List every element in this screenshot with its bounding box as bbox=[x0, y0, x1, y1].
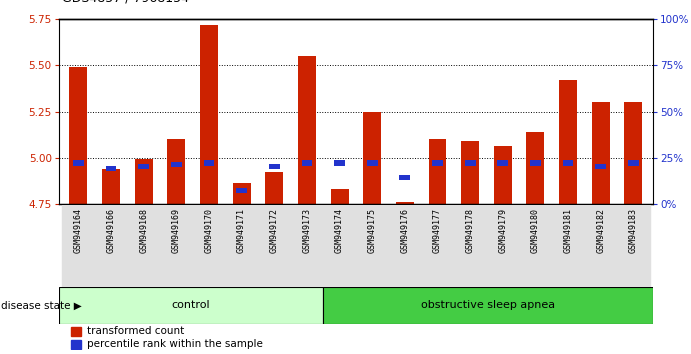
Bar bbox=[301, 160, 312, 166]
Bar bbox=[70, 340, 82, 349]
Text: control: control bbox=[171, 300, 210, 310]
Text: GSM949164: GSM949164 bbox=[74, 208, 83, 253]
Bar bbox=[530, 160, 541, 166]
Bar bbox=[95, 205, 127, 287]
Bar bbox=[367, 160, 377, 166]
Bar bbox=[69, 67, 87, 204]
Bar bbox=[138, 164, 149, 169]
Text: transformed count: transformed count bbox=[87, 326, 184, 336]
Text: GDS4857 / 7968154: GDS4857 / 7968154 bbox=[62, 0, 189, 5]
Bar bbox=[236, 188, 247, 193]
Bar bbox=[160, 205, 193, 287]
Bar bbox=[204, 160, 214, 166]
Bar bbox=[225, 205, 258, 287]
Bar bbox=[70, 326, 82, 336]
Bar bbox=[486, 205, 519, 287]
Text: GSM949166: GSM949166 bbox=[106, 208, 115, 253]
Text: GSM949178: GSM949178 bbox=[466, 208, 475, 253]
Text: obstructive sleep apnea: obstructive sleep apnea bbox=[421, 300, 555, 310]
Bar bbox=[628, 160, 638, 166]
Bar bbox=[585, 205, 617, 287]
Bar bbox=[552, 205, 585, 287]
Bar bbox=[432, 160, 443, 166]
Bar bbox=[559, 80, 577, 204]
Bar bbox=[617, 205, 650, 287]
Bar bbox=[106, 166, 116, 171]
Bar bbox=[59, 287, 323, 324]
Bar bbox=[388, 205, 422, 287]
Bar bbox=[498, 160, 508, 166]
Bar bbox=[591, 102, 609, 204]
Text: GSM949179: GSM949179 bbox=[498, 208, 507, 253]
Bar bbox=[461, 141, 479, 204]
Bar bbox=[356, 205, 388, 287]
Text: GSM949173: GSM949173 bbox=[303, 208, 312, 253]
Bar bbox=[73, 160, 84, 166]
Bar bbox=[330, 189, 348, 204]
Text: percentile rank within the sample: percentile rank within the sample bbox=[87, 339, 263, 349]
Bar bbox=[269, 164, 280, 169]
Text: GSM949177: GSM949177 bbox=[433, 208, 442, 253]
Bar bbox=[625, 102, 643, 204]
Bar bbox=[465, 160, 475, 166]
Bar bbox=[258, 205, 290, 287]
Text: GSM949168: GSM949168 bbox=[139, 208, 148, 253]
Bar bbox=[265, 172, 283, 204]
Text: GSM949174: GSM949174 bbox=[335, 208, 344, 253]
Text: GSM949171: GSM949171 bbox=[237, 208, 246, 253]
Text: GSM949180: GSM949180 bbox=[531, 208, 540, 253]
Bar bbox=[102, 169, 120, 204]
Bar bbox=[562, 160, 574, 166]
Bar bbox=[422, 205, 454, 287]
Bar bbox=[200, 25, 218, 204]
Bar bbox=[494, 147, 512, 204]
Bar bbox=[334, 160, 345, 166]
Bar bbox=[596, 164, 606, 169]
Bar bbox=[396, 202, 414, 204]
Bar bbox=[135, 159, 153, 204]
Bar bbox=[233, 183, 251, 204]
Bar bbox=[454, 205, 486, 287]
Bar bbox=[323, 287, 653, 324]
Bar bbox=[290, 205, 323, 287]
Bar bbox=[323, 205, 356, 287]
Bar bbox=[167, 139, 185, 204]
Bar bbox=[399, 175, 410, 180]
Bar bbox=[363, 112, 381, 204]
Text: GSM949170: GSM949170 bbox=[205, 208, 214, 253]
Text: GSM949169: GSM949169 bbox=[172, 208, 181, 253]
Text: GSM949183: GSM949183 bbox=[629, 208, 638, 253]
Text: GSM949175: GSM949175 bbox=[368, 208, 377, 253]
Bar bbox=[193, 205, 225, 287]
Bar bbox=[127, 205, 160, 287]
Text: GSM949181: GSM949181 bbox=[564, 208, 573, 253]
Bar bbox=[519, 205, 552, 287]
Text: GSM949172: GSM949172 bbox=[269, 208, 278, 253]
Bar bbox=[527, 132, 545, 204]
Text: GSM949182: GSM949182 bbox=[596, 208, 605, 253]
Text: GSM949176: GSM949176 bbox=[400, 208, 409, 253]
Bar bbox=[298, 56, 316, 204]
Bar bbox=[62, 205, 95, 287]
Text: disease state ▶: disease state ▶ bbox=[1, 301, 82, 311]
Bar bbox=[428, 139, 446, 204]
Bar bbox=[171, 162, 182, 167]
